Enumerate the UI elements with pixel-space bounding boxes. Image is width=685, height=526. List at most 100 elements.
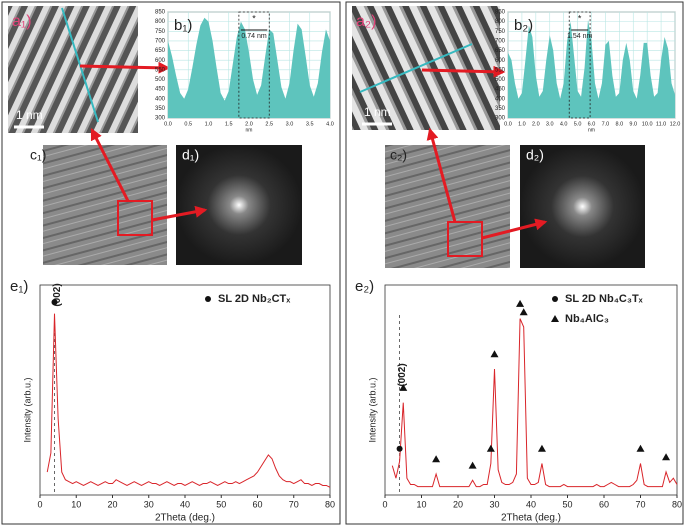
x-tick-label: 60 <box>599 499 609 509</box>
panel-label: c₂) <box>390 147 407 163</box>
hrtem-image <box>8 6 138 133</box>
y-tick-label: 450 <box>495 87 506 93</box>
marker <box>486 444 495 452</box>
fft-image <box>520 145 645 268</box>
x-tick-label: 9.0 <box>629 121 637 127</box>
marker <box>399 383 408 391</box>
y-tick-label: 400 <box>495 96 506 102</box>
x-axis-label: nm <box>246 127 253 133</box>
y-tick-label: 850 <box>495 10 506 16</box>
bracket-box <box>568 11 591 119</box>
arrow <box>79 61 171 74</box>
y-tick-label: 600 <box>495 58 506 64</box>
x-tick-label: 3.0 <box>546 121 554 127</box>
xrd-line <box>46 313 331 488</box>
y-axis-label: Intensity (arb.u.) <box>367 377 377 442</box>
y-tick-label: 300 <box>495 116 506 122</box>
y-tick-label: 700 <box>155 38 166 44</box>
y-tick-label: 350 <box>155 106 166 112</box>
roi-box <box>447 221 483 257</box>
marker <box>396 445 403 452</box>
xrd-line <box>391 318 678 488</box>
y-tick-label: 500 <box>155 77 166 83</box>
legend-label: Nb₄AlC₃ <box>565 313 609 325</box>
x-tick-label: 20 <box>453 499 463 509</box>
y-tick-label: 350 <box>495 106 506 112</box>
panel-frame <box>1 1 341 525</box>
x-tick-label: 50 <box>562 499 572 509</box>
x-tick-label: 11.0 <box>656 121 666 127</box>
plot-frame <box>384 284 678 496</box>
marker <box>432 455 441 463</box>
x-tick-label: 30 <box>144 499 154 509</box>
x-tick-label: 70 <box>289 499 299 509</box>
x-tick-label: 10 <box>71 499 81 509</box>
y-tick-label: 700 <box>495 38 506 44</box>
reflection-label: (002) <box>397 363 408 386</box>
y-tick-label: 450 <box>155 87 166 93</box>
arrow <box>481 218 548 240</box>
profile-line <box>359 43 473 93</box>
y-tick-label: 300 <box>155 116 166 122</box>
star: * <box>578 13 582 23</box>
x-tick-label: 3.5 <box>306 121 314 127</box>
arrow <box>90 127 130 202</box>
x-tick-label: 0.0 <box>164 121 172 127</box>
marker <box>552 296 558 302</box>
y-tick-label: 800 <box>155 19 166 25</box>
panel-frame <box>345 1 684 525</box>
x-tick-label: 50 <box>216 499 226 509</box>
hrtem-image <box>352 6 500 130</box>
x-axis-label: 2Theta (deg.) <box>155 513 215 524</box>
x-tick-label: 30 <box>489 499 499 509</box>
x-tick-label: 80 <box>325 499 335 509</box>
plot-frame <box>39 284 331 496</box>
marker <box>490 350 499 358</box>
y-tick-label: 400 <box>155 96 166 102</box>
panel-label: d₂) <box>526 147 544 163</box>
scale-label: 1 nm <box>364 105 391 119</box>
y-tick-label: 650 <box>495 48 506 54</box>
y-tick-label: 750 <box>495 29 506 35</box>
marker <box>205 296 211 302</box>
x-tick-label: 10 <box>416 499 426 509</box>
x-tick-label: 1.5 <box>225 121 233 127</box>
y-tick-label: 550 <box>495 67 506 73</box>
x-axis-label: nm <box>588 127 595 133</box>
marker <box>51 299 58 306</box>
x-tick-label: 3.0 <box>286 121 294 127</box>
tem-image <box>43 145 167 265</box>
marker <box>551 315 559 322</box>
marker <box>468 461 477 469</box>
x-tick-label: 12.0 <box>670 121 681 127</box>
star: * <box>252 13 256 23</box>
x-tick-label: 1.0 <box>518 121 526 127</box>
arrow <box>151 205 208 222</box>
arrow <box>426 127 457 223</box>
profile-line <box>61 7 99 123</box>
x-tick-label: 2.0 <box>532 121 540 127</box>
fft-image <box>176 145 302 265</box>
panel-label: a₁) <box>12 13 32 30</box>
x-tick-label: 60 <box>252 499 262 509</box>
marker <box>519 308 528 316</box>
x-tick-label: 80 <box>672 499 682 509</box>
x-tick-label: 6.0 <box>588 121 596 127</box>
y-tick-label: 600 <box>155 58 166 64</box>
arrow <box>421 65 506 78</box>
y-tick-label: 500 <box>495 77 506 83</box>
x-tick-label: 10.0 <box>642 121 653 127</box>
y-tick-label: 850 <box>155 10 166 16</box>
panel-label: d₁) <box>182 147 199 163</box>
x-tick-label: 20 <box>107 499 117 509</box>
panel-label: e₂) <box>355 278 374 295</box>
panel-label: e₁) <box>10 278 28 295</box>
bracket-label: 0.74 nm <box>241 33 266 40</box>
y-tick-label: 800 <box>495 19 506 25</box>
marker <box>662 453 671 461</box>
x-tick-label: 2.0 <box>245 121 253 127</box>
x-tick-label: 1.0 <box>205 121 213 127</box>
panel-label: b₁) <box>174 17 192 34</box>
x-tick-label: 8.0 <box>616 121 624 127</box>
panel-label: b₂) <box>514 17 533 34</box>
